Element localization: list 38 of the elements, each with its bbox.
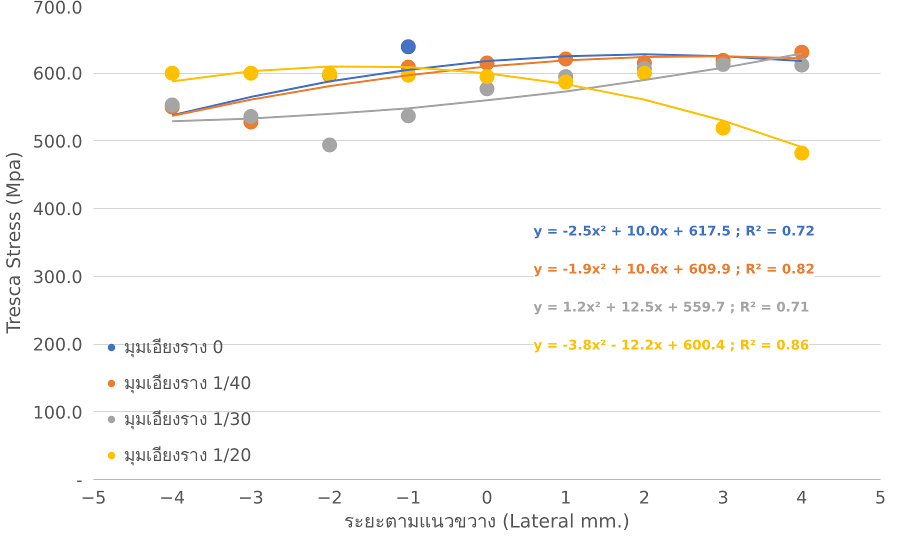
x-tick-label: 0 (481, 488, 493, 508)
y-tick-label: 600.0 (32, 64, 83, 85)
x-tick-label: −5 (80, 488, 106, 508)
x-tick-label: 1 (560, 488, 572, 508)
y-tick-label: 500.0 (32, 132, 83, 152)
x-tick-label: 3 (718, 488, 729, 508)
y-tick-label: - (76, 471, 83, 491)
point (164, 66, 180, 81)
annotation: y = -3.8x² - 12.2x + 600.4 ; R² = 0.86 (534, 338, 810, 354)
x-tick-label: −2 (316, 488, 342, 508)
y-tick-label: 700.0 (32, 0, 83, 18)
y-tick-label: 400.0 (32, 200, 83, 220)
point (636, 66, 652, 81)
legend-label: มุมเอียงราง 1/20 (124, 445, 252, 468)
legend-label: มุมเอียงราง 1/40 (124, 373, 252, 396)
point (794, 146, 810, 161)
point (400, 39, 416, 54)
y-tick-label: 200.0 (32, 336, 83, 356)
x-tick-label: 5 (874, 488, 886, 508)
y-tick-label: 300.0 (32, 268, 83, 288)
point (400, 108, 416, 124)
point (794, 58, 810, 73)
annotation: y = 1.2x² + 12.5x + 559.7 ; R² = 0.71 (534, 300, 810, 316)
point (322, 138, 338, 152)
point (716, 120, 731, 136)
point (480, 81, 494, 96)
y-axis-title: Tresca Stress (Mpa) (4, 152, 25, 334)
x-tick-label: −1 (396, 488, 422, 508)
annotation: y = -1.9x² + 10.6x + 609.9 ; R² = 0.82 (534, 262, 815, 278)
x-tick-label: 4 (796, 488, 808, 508)
x-axis-title: ระยะตามแนวขวาง (Lateral mm.) (344, 512, 630, 532)
x-tick-label: −4 (159, 488, 185, 508)
y-tick-label: 100.0 (32, 403, 83, 424)
annotation: y = -2.5x² + 10.0x + 617.5 ; R² = 0.72 (534, 224, 815, 240)
x-tick-label: 2 (638, 488, 650, 508)
x-tick-label: −3 (238, 488, 264, 508)
legend-label: มุมเอียงราง 0 (124, 337, 224, 360)
legend-label: มุมเอียงราง 1/30 (124, 409, 252, 432)
